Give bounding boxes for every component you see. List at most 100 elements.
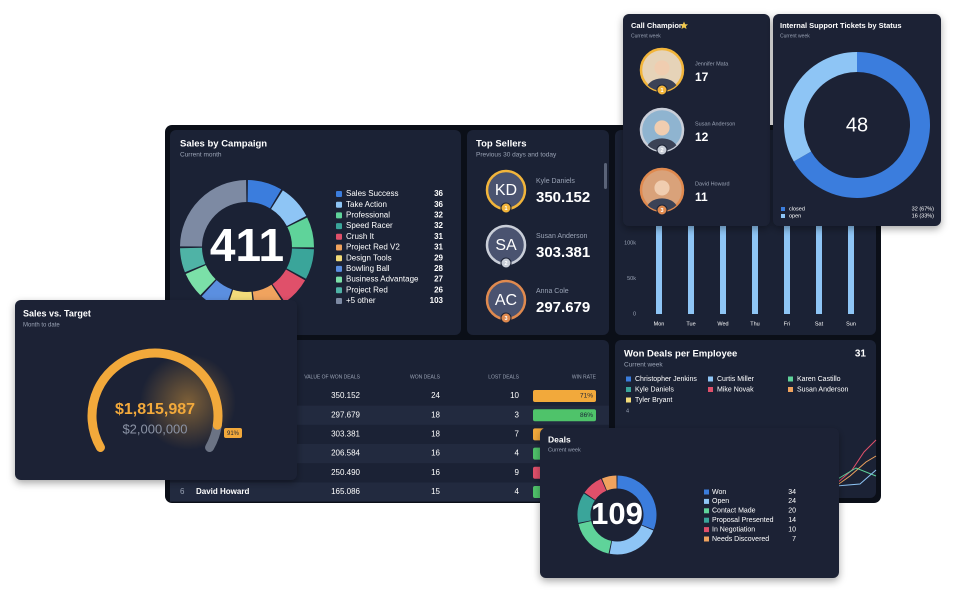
x-tick-label: Tue bbox=[686, 321, 695, 327]
gauge-value-label: $1,815,987 bbox=[115, 401, 195, 418]
legend-label: Open bbox=[712, 498, 729, 505]
legend-swatch bbox=[704, 517, 709, 523]
card-subtitle: Current month bbox=[180, 152, 222, 159]
rank-number: 2 bbox=[660, 148, 663, 154]
win-rate-label: 86% bbox=[580, 412, 593, 419]
area-line bbox=[835, 467, 877, 481]
rank-badge bbox=[500, 202, 512, 214]
legend-value: 36 bbox=[434, 200, 443, 209]
legend-label: Design Tools bbox=[346, 253, 392, 262]
rank-badge bbox=[656, 204, 668, 216]
legend-label: Speed Racer bbox=[346, 221, 393, 230]
cell-value: 165.086 bbox=[331, 487, 360, 496]
seller-name: Susan Anderson bbox=[536, 233, 587, 240]
donut-segment bbox=[577, 493, 595, 523]
legend-label: +5 other bbox=[346, 296, 376, 305]
legend-label: Sales Success bbox=[346, 189, 398, 198]
person-name: Jennifer Mata bbox=[695, 61, 729, 67]
card-subtitle: Current week bbox=[624, 362, 663, 369]
card-title: Internal Support Tickets by Status bbox=[780, 21, 902, 30]
donut-total: 411 bbox=[210, 219, 284, 271]
bar bbox=[752, 140, 758, 314]
column-header: WIN RATE bbox=[572, 374, 597, 380]
y-tick-label: 4 bbox=[626, 408, 629, 414]
legend-label: Karen Castillo bbox=[797, 376, 841, 383]
legend-swatch bbox=[336, 276, 342, 283]
avatar-initials: AC bbox=[495, 292, 517, 309]
column-header: LOST DEALS bbox=[488, 374, 519, 380]
donut-segment bbox=[180, 180, 247, 248]
card-title: Sales by Campaign bbox=[180, 139, 267, 150]
legend-swatch bbox=[704, 527, 709, 533]
rank-number: 1 bbox=[504, 206, 507, 212]
donut-segment bbox=[616, 475, 657, 530]
star-icon bbox=[680, 21, 688, 29]
legend-value: 36 bbox=[434, 189, 443, 198]
legend-swatch bbox=[336, 287, 342, 294]
gauge-target-label: $2,000,000 bbox=[122, 421, 187, 436]
cell-value: 206.584 bbox=[331, 449, 360, 458]
legend-label: Crush It bbox=[346, 232, 375, 241]
x-tick-label: Fri bbox=[784, 321, 790, 327]
bar bbox=[848, 140, 854, 314]
x-tick-label: Thu bbox=[750, 321, 759, 327]
cell-lost: 7 bbox=[515, 430, 520, 439]
legend-label: Susan Anderson bbox=[797, 386, 848, 393]
column-header: WON DEALS bbox=[410, 374, 441, 380]
legend-swatch bbox=[336, 201, 342, 208]
legend-value: 32 (67%) bbox=[912, 206, 934, 212]
call-count: 12 bbox=[695, 130, 709, 144]
cell-lost: 4 bbox=[515, 449, 520, 458]
rank-badge bbox=[500, 257, 512, 269]
legend-label: Curtis Miller bbox=[717, 376, 755, 383]
donut-segment bbox=[793, 52, 930, 198]
cell-won: 15 bbox=[431, 487, 440, 496]
area-line bbox=[835, 469, 877, 487]
legend-swatch bbox=[781, 214, 785, 218]
donut-segment bbox=[185, 264, 217, 296]
cell-won: 16 bbox=[431, 449, 440, 458]
legend-value: 28 bbox=[434, 264, 443, 273]
legend-swatch bbox=[336, 191, 342, 197]
legend-label: Tyler Bryant bbox=[635, 397, 672, 404]
legend-value: 34 bbox=[788, 489, 796, 496]
avatar-head bbox=[654, 180, 670, 196]
win-rate-label: 71% bbox=[580, 393, 593, 400]
donut-total: 48 bbox=[846, 114, 868, 136]
donut-segment bbox=[609, 525, 654, 555]
bar bbox=[784, 140, 790, 314]
rank-badge bbox=[656, 84, 668, 96]
cell-won: 18 bbox=[431, 410, 440, 419]
card-title: Deals bbox=[548, 434, 571, 444]
legend-label: Contact Made bbox=[712, 508, 756, 515]
card-title: Sales vs. Target bbox=[23, 308, 91, 318]
donut-segment bbox=[287, 217, 314, 248]
win-rate-bar bbox=[533, 390, 596, 402]
legend-swatch bbox=[336, 223, 342, 230]
bar bbox=[656, 140, 662, 314]
legend-swatch bbox=[336, 255, 342, 262]
avatar-head bbox=[654, 60, 670, 76]
legend-value: 24 bbox=[788, 498, 796, 505]
legend-value: 14 bbox=[788, 517, 796, 524]
legend-label: Project Red V2 bbox=[346, 243, 400, 252]
legend-label: closed bbox=[789, 206, 805, 212]
legend-swatch bbox=[788, 376, 793, 382]
cell-won: 18 bbox=[431, 430, 440, 439]
cell-won: 24 bbox=[431, 391, 440, 400]
legend-label: Project Red bbox=[346, 285, 388, 294]
x-tick-label: Sat bbox=[815, 321, 824, 327]
row-rank: 6 bbox=[180, 487, 185, 496]
legend-swatch bbox=[336, 212, 342, 219]
legend-swatch bbox=[708, 376, 713, 382]
x-tick-label: Sun bbox=[846, 321, 856, 327]
card-subtitle: Previous 30 days and today bbox=[476, 152, 557, 159]
win-rate-bar bbox=[533, 409, 596, 422]
legend-value: 27 bbox=[434, 275, 443, 284]
x-tick-label: Wed bbox=[717, 321, 728, 327]
legend-label: Professional bbox=[346, 211, 390, 220]
area-line bbox=[835, 439, 877, 485]
seller-name: Kyle Daniels bbox=[536, 178, 575, 185]
legend-swatch bbox=[336, 298, 342, 304]
